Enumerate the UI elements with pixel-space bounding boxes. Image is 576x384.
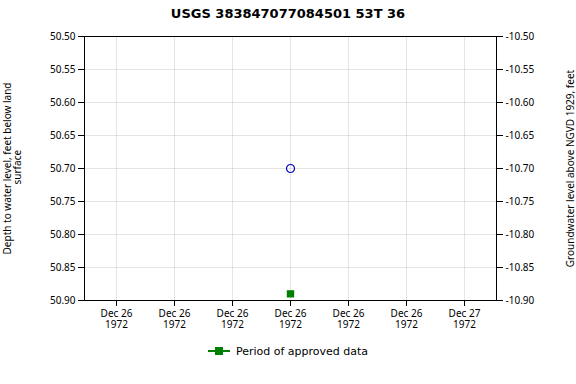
svg-text:-10.60: -10.60: [506, 95, 535, 109]
svg-text:Dec 261972: Dec 261972: [333, 306, 365, 331]
svg-text:50.60: 50.60: [50, 95, 76, 109]
svg-text:50.50: 50.50: [50, 29, 76, 43]
svg-text:50.90: 50.90: [50, 293, 76, 307]
svg-text:50.75: 50.75: [50, 194, 76, 208]
svg-text:-10.70: -10.70: [506, 161, 535, 175]
svg-text:Dec 271972: Dec 271972: [449, 306, 481, 331]
html-text:Period of approved data: Period of approved data: [235, 344, 369, 358]
svg-text:50.85: 50.85: [50, 260, 76, 274]
svg-text:Dec 261972: Dec 261972: [391, 306, 423, 331]
svg-text:Dec 261972: Dec 261972: [217, 306, 249, 331]
svg-text:-10.75: -10.75: [506, 194, 535, 208]
svg-text:50.70: 50.70: [50, 161, 76, 175]
html-text:USGS 383847077084501 53T 36: USGS 383847077084501 53T 36: [170, 6, 406, 21]
svg-text:50.65: 50.65: [50, 128, 76, 142]
svg-text:50.55: 50.55: [50, 62, 76, 76]
svg-text:Dec 261972: Dec 261972: [275, 306, 307, 331]
svg-text:-10.65: -10.65: [506, 128, 535, 142]
svg-text:Dec 261972: Dec 261972: [101, 306, 133, 331]
svg-text:-10.80: -10.80: [506, 227, 535, 241]
svg-text:-10.55: -10.55: [506, 62, 535, 76]
svg-text:Dec 261972: Dec 261972: [159, 306, 191, 331]
svg-text:50.80: 50.80: [50, 227, 76, 241]
svg-text:-10.50: -10.50: [506, 29, 535, 43]
svg-text:-10.85: -10.85: [506, 260, 535, 274]
svg-text:Groundwater level above NGVD 1: Groundwater level above NGVD 1929, feet: [563, 69, 576, 267]
svg-text:-10.90: -10.90: [506, 293, 535, 307]
svg-text:Depth to water level, feet bel: Depth to water level, feet below land su…: [0, 83, 24, 255]
